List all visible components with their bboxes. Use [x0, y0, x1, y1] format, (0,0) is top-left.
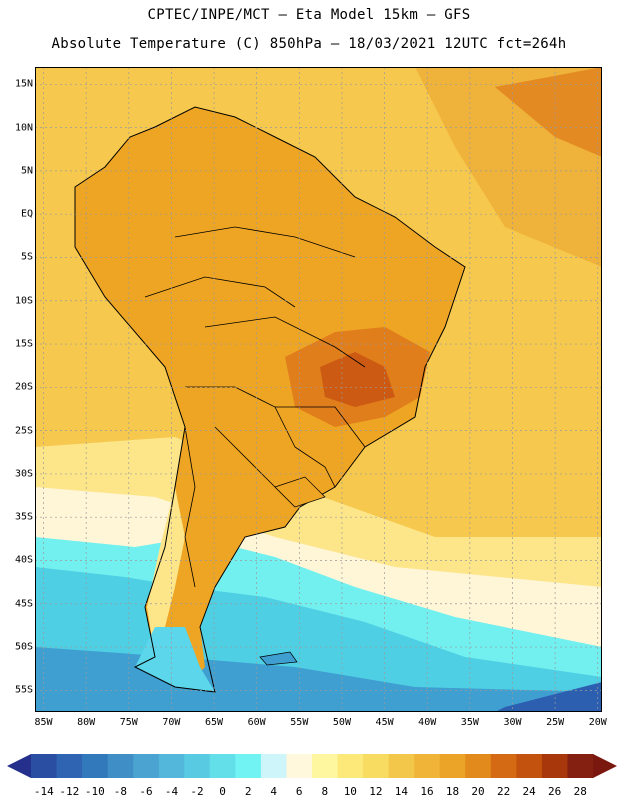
colorbar-tick-label: 2 — [244, 785, 252, 798]
lat-label: 30S — [14, 468, 33, 480]
colorbar-right-arrow — [593, 754, 617, 778]
colorbar-swatch — [107, 754, 134, 778]
island — [274, 476, 326, 508]
lat-label: 10S — [14, 295, 33, 307]
lon-label: 40W — [418, 717, 437, 728]
lat-label: 50S — [14, 641, 33, 653]
colorbar — [7, 754, 617, 778]
map-title-source: CPTEC/INPE/MCT – Eta Model 15km – GFS — [147, 7, 471, 23]
lon-label: 35W — [460, 717, 479, 728]
lon-label: 25W — [546, 717, 565, 728]
colorbar-swatch — [31, 754, 58, 778]
colorbar-tick-label: 20 — [471, 785, 485, 798]
ocean-hot-patch — [495, 67, 602, 157]
colorbar-tick-label: 10 — [343, 785, 357, 798]
colorbar-tick-label: -2 — [190, 785, 204, 798]
colorbar-swatch — [541, 754, 568, 778]
colorbar-swatch — [388, 754, 415, 778]
temperature-map[interactable] — [35, 67, 602, 712]
map-canvas — [35, 67, 602, 712]
lon-label: 60W — [247, 717, 266, 728]
colorbar-tick-label: 22 — [496, 785, 511, 798]
lat-label: 40S — [14, 554, 33, 566]
colorbar-swatch — [363, 754, 390, 778]
colorbar-swatch — [184, 754, 211, 778]
colorbar-tick-label: 6 — [295, 785, 303, 798]
colorbar-tick-label: 4 — [270, 785, 277, 798]
colorbar-tick-label: 14 — [394, 785, 409, 798]
hottest-core — [320, 352, 395, 407]
map-title-variable: Absolute Temperature (C) 850hPa – 18/03/… — [51, 36, 567, 52]
lon-label: 55W — [290, 717, 309, 728]
lat-label: 10N — [14, 122, 33, 134]
lat-label: 45S — [14, 598, 33, 610]
colorbar-left-arrow — [7, 754, 31, 778]
colorbar-tick-label: -4 — [164, 785, 179, 798]
colorbar-tick-label: 24 — [522, 785, 536, 798]
colorbar-swatch — [490, 754, 517, 778]
lon-label: 65W — [205, 717, 224, 728]
coldest-corner — [495, 682, 602, 712]
lat-label: 5S — [20, 251, 33, 263]
colorbar-tick-label: -6 — [139, 785, 153, 798]
lat-label: 25S — [14, 425, 33, 437]
lat-label: 20S — [14, 381, 33, 393]
colorbar-swatch — [209, 754, 236, 778]
lon-label: 70W — [162, 717, 181, 728]
falkland-islands — [259, 651, 298, 666]
andes-cool-strip — [147, 487, 185, 657]
colorbar-tick-label: 18 — [445, 785, 460, 798]
patagonia-cold — [135, 627, 215, 692]
colorbar-tick-label: -8 — [113, 785, 128, 798]
lat-label: 35S — [14, 511, 33, 523]
colorbar-tick-label: 26 — [548, 785, 562, 798]
lon-label: 30W — [503, 717, 522, 728]
colorbar-tick-label: -10 — [84, 785, 105, 798]
colorbar-swatch — [312, 754, 339, 778]
lon-label: 85W — [34, 717, 53, 728]
colorbar-swatch — [133, 754, 160, 778]
colorbar-tick-label: 0 — [219, 785, 226, 798]
lon-label: 50W — [332, 717, 351, 728]
colorbar-swatch — [158, 754, 185, 778]
colorbar-swatch — [56, 754, 83, 778]
colorbar-tick-label: 8 — [321, 785, 329, 798]
colorbar-swatch — [414, 754, 441, 778]
map-border — [35, 67, 602, 712]
colorbar-swatch — [567, 754, 594, 778]
lon-label: 20W — [588, 717, 607, 728]
colorbar-swatch — [439, 754, 466, 778]
colorbar-tick-label: 16 — [420, 785, 434, 798]
colorbar-swatch — [260, 754, 287, 778]
colorbar-tick-label: -12 — [59, 785, 80, 798]
lat-label: 5N — [20, 165, 33, 177]
lon-label: 80W — [77, 717, 96, 728]
lat-label: EQ — [20, 208, 33, 220]
colorbar-swatch — [235, 754, 262, 778]
colorbar-tick-label: 12 — [369, 785, 383, 798]
colorbar-swatch — [337, 754, 364, 778]
colorbar-swatch — [465, 754, 492, 778]
lat-label: 55S — [14, 684, 33, 696]
lat-label: 15N — [14, 78, 33, 90]
colorbar-tick-label: 28 — [573, 785, 587, 798]
lon-label: 75W — [119, 717, 138, 728]
colorbar-swatch — [516, 754, 543, 778]
colorbar-swatch — [82, 754, 109, 778]
colorbar-swatch — [286, 754, 313, 778]
lat-label: 15S — [14, 338, 33, 350]
colorbar-tick-label: -14 — [33, 785, 54, 798]
lon-label: 45W — [375, 717, 394, 728]
